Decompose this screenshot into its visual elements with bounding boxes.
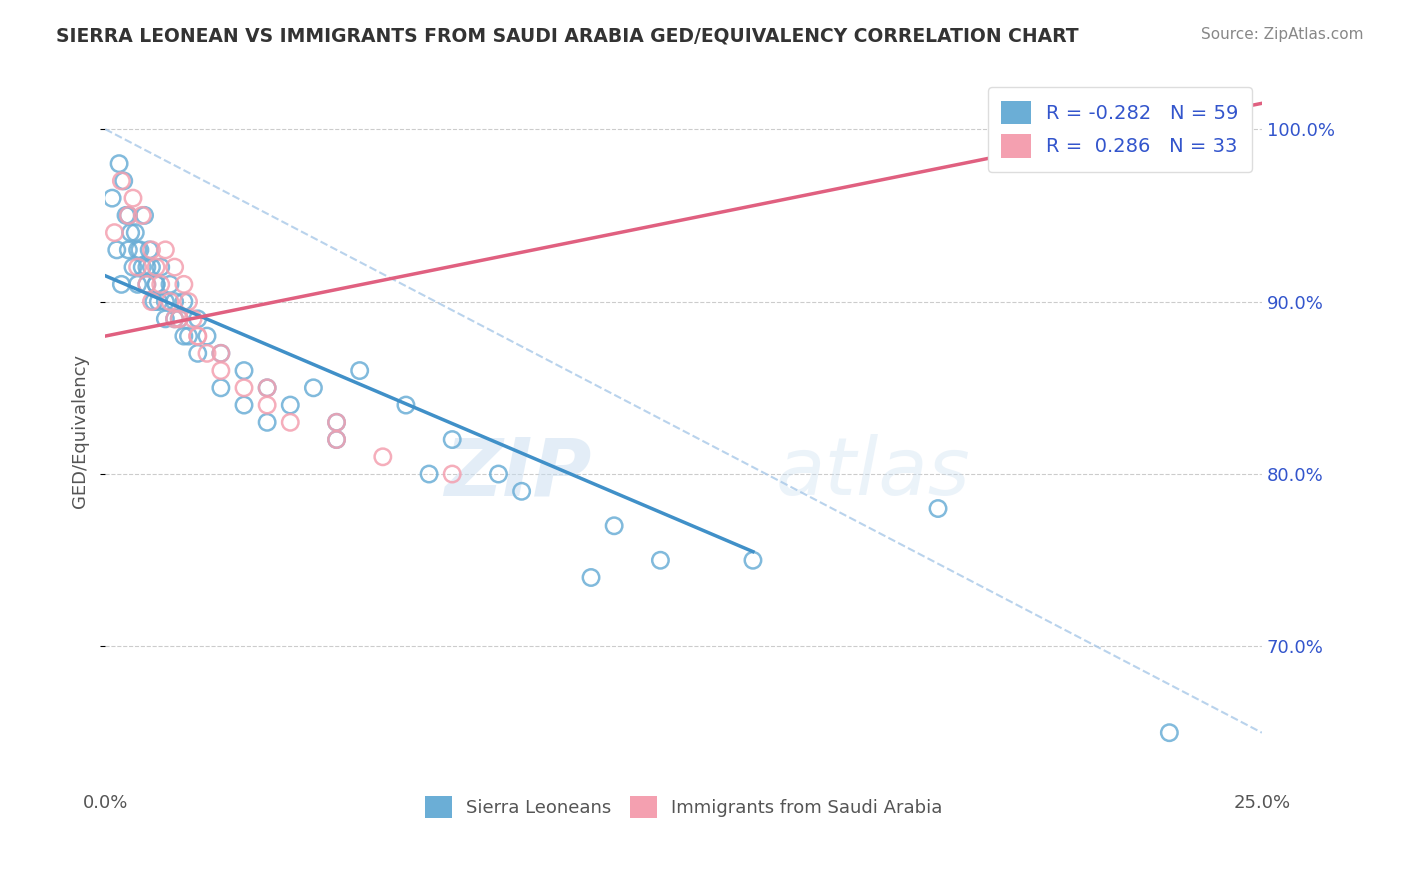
Point <box>149 260 172 274</box>
Point <box>103 226 125 240</box>
Point <box>256 415 278 429</box>
Point <box>163 311 186 326</box>
Point <box>173 277 195 292</box>
Point <box>149 277 172 292</box>
Point <box>135 277 157 292</box>
Text: SIERRA LEONEAN VS IMMIGRANTS FROM SAUDI ARABIA GED/EQUIVALENCY CORRELATION CHART: SIERRA LEONEAN VS IMMIGRANTS FROM SAUDI … <box>56 27 1078 45</box>
Point <box>325 415 347 429</box>
Point <box>209 363 232 377</box>
Legend: Sierra Leoneans, Immigrants from Saudi Arabia: Sierra Leoneans, Immigrants from Saudi A… <box>418 789 949 825</box>
Point <box>488 467 510 481</box>
Point <box>141 243 163 257</box>
Point <box>105 243 128 257</box>
Point <box>112 174 135 188</box>
Point <box>124 226 146 240</box>
Y-axis label: GED/Equivalency: GED/Equivalency <box>72 354 89 508</box>
Point <box>1159 104 1181 119</box>
Point <box>1159 725 1181 739</box>
Point <box>187 346 209 360</box>
Point <box>135 260 157 274</box>
Point <box>110 277 132 292</box>
Point <box>163 294 186 309</box>
Point <box>173 329 195 343</box>
Point <box>395 398 418 412</box>
Point <box>278 398 301 412</box>
Point <box>233 363 256 377</box>
Point <box>117 208 139 222</box>
Point <box>127 260 149 274</box>
Point <box>177 329 200 343</box>
Point <box>650 553 672 567</box>
Point <box>127 243 149 257</box>
Point <box>145 277 167 292</box>
Point <box>187 329 209 343</box>
Point <box>209 381 232 395</box>
Point <box>127 277 149 292</box>
Point <box>110 174 132 188</box>
Point <box>120 226 142 240</box>
Point <box>233 398 256 412</box>
Point <box>131 260 153 274</box>
Point <box>579 570 602 584</box>
Point <box>371 450 394 464</box>
Point <box>325 433 347 447</box>
Point <box>278 415 301 429</box>
Point <box>131 208 153 222</box>
Point <box>177 294 200 309</box>
Point <box>117 243 139 257</box>
Point <box>122 191 145 205</box>
Text: ZIP: ZIP <box>444 434 591 512</box>
Point <box>256 398 278 412</box>
Point <box>142 294 165 309</box>
Text: atlas: atlas <box>776 434 970 512</box>
Point <box>195 329 218 343</box>
Point <box>163 260 186 274</box>
Point <box>173 294 195 309</box>
Point <box>155 243 177 257</box>
Point <box>155 311 177 326</box>
Point <box>145 277 167 292</box>
Point <box>233 381 256 395</box>
Point <box>117 208 139 222</box>
Point <box>187 329 209 343</box>
Point <box>101 191 124 205</box>
Point <box>209 346 232 360</box>
Point <box>108 156 131 170</box>
Point <box>441 433 464 447</box>
Point <box>129 243 152 257</box>
Point <box>418 467 440 481</box>
Point <box>159 294 181 309</box>
Point <box>603 518 626 533</box>
Point <box>167 311 190 326</box>
Point <box>256 381 278 395</box>
Point <box>138 243 160 257</box>
Point <box>187 311 209 326</box>
Point <box>115 208 138 222</box>
Point <box>256 381 278 395</box>
Text: Source: ZipAtlas.com: Source: ZipAtlas.com <box>1201 27 1364 42</box>
Point <box>349 363 371 377</box>
Point <box>141 294 163 309</box>
Point <box>148 294 170 309</box>
Point <box>155 294 177 309</box>
Point <box>141 260 163 274</box>
Point <box>122 260 145 274</box>
Point <box>195 346 218 360</box>
Point <box>441 467 464 481</box>
Point <box>510 484 533 499</box>
Point <box>159 277 181 292</box>
Point <box>742 553 765 567</box>
Point <box>927 501 949 516</box>
Point <box>181 311 204 326</box>
Point <box>302 381 325 395</box>
Point <box>167 311 190 326</box>
Point <box>135 277 157 292</box>
Point <box>325 433 347 447</box>
Point <box>145 260 167 274</box>
Point <box>325 415 347 429</box>
Point <box>209 346 232 360</box>
Point <box>134 208 156 222</box>
Point <box>163 311 186 326</box>
